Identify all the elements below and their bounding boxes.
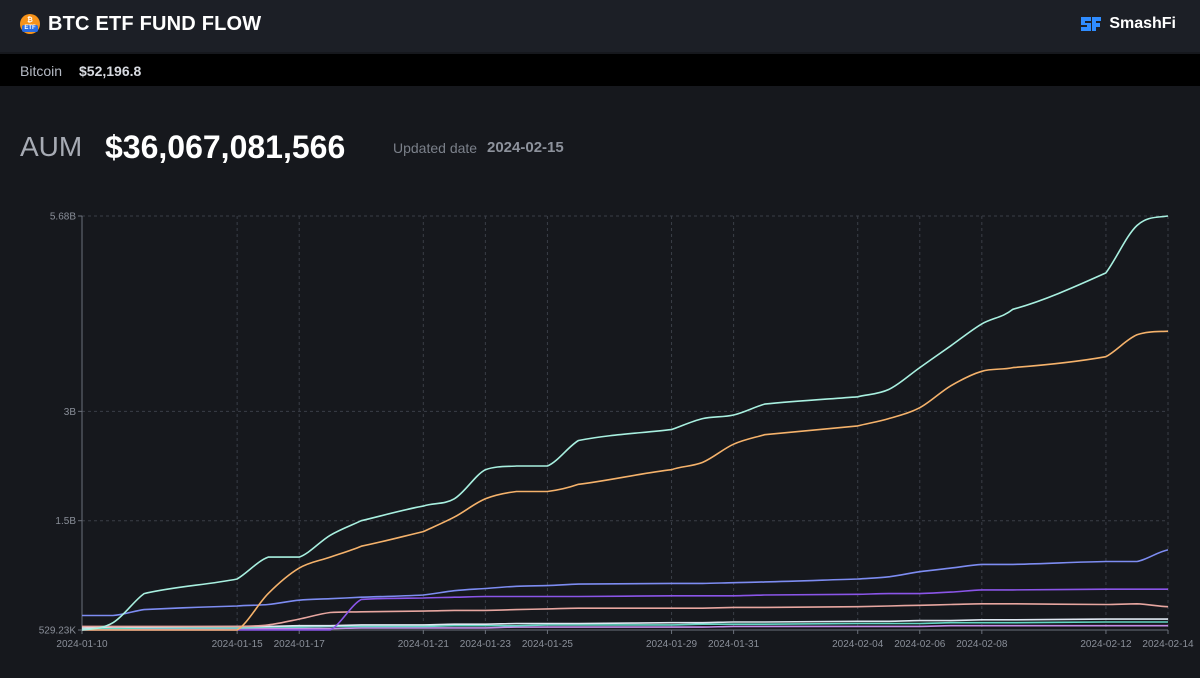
- updated-date-label: Updated date: [393, 140, 478, 156]
- series-line-4: [82, 588, 1168, 631]
- bitcoin-symbol: ₿: [27, 16, 33, 24]
- x-tick-label: 2024-01-31: [708, 639, 760, 650]
- x-tick-label: 2024-01-25: [522, 639, 574, 650]
- asset-price: $52,196.8: [79, 63, 142, 79]
- x-tick-label: 2024-02-08: [956, 639, 1008, 650]
- updated-date-value: 2024-02-15: [487, 139, 564, 156]
- aum-value: $36,067,081,566: [105, 129, 346, 165]
- x-tick-label: 2024-01-29: [646, 639, 698, 650]
- series-line-2: [82, 330, 1169, 631]
- x-tick-label: 2024-01-15: [212, 639, 264, 650]
- smashfi-logo-icon: [1081, 17, 1102, 31]
- series-line-5: [82, 603, 1169, 628]
- etf-tag: ETF: [22, 24, 38, 32]
- x-tick-label: 2024-01-17: [274, 639, 326, 650]
- x-tick-label: 2024-02-12: [1080, 639, 1132, 650]
- brand-logo[interactable]: SmashFi: [1079, 13, 1176, 35]
- series-line-8: [82, 624, 1168, 631]
- x-tick-label: 2024-01-10: [56, 639, 108, 650]
- y-tick-label: 529.23K: [39, 626, 77, 637]
- y-tick-label: 1.5B: [55, 516, 76, 527]
- top-bar: ₿ ETF BTC ETF FUND FLOW SmashFi: [0, 0, 1200, 52]
- fund-flow-chart: 2024-01-10 2024-01-15 2024-01-17 2024-01-21…: [39, 212, 1194, 651]
- aum-label: AUM: [20, 131, 83, 162]
- series-line-3: [82, 549, 1169, 617]
- series-line-1: [81, 215, 1169, 631]
- y-tick-label: 3B: [64, 407, 77, 418]
- price-bar: Bitcoin $52,196.8: [0, 54, 1200, 86]
- asset-name: Bitcoin: [20, 63, 63, 79]
- btc-etf-logo-icon: ₿ ETF: [20, 14, 40, 34]
- brand-name: SmashFi: [1109, 15, 1176, 32]
- series-line-7: [82, 621, 1168, 630]
- x-tick-label: 2024-02-04: [832, 639, 884, 650]
- x-tick-label: 2024-01-21: [398, 639, 450, 650]
- page-title: BTC ETF FUND FLOW: [48, 13, 262, 35]
- x-tick-label: 2024-02-06: [894, 639, 946, 650]
- x-tick-label: 2024-02-14: [1142, 639, 1194, 650]
- y-tick-label: 5.68B: [50, 212, 76, 223]
- series-line-6: [81, 618, 1168, 629]
- x-tick-label: 2024-01-23: [460, 639, 512, 650]
